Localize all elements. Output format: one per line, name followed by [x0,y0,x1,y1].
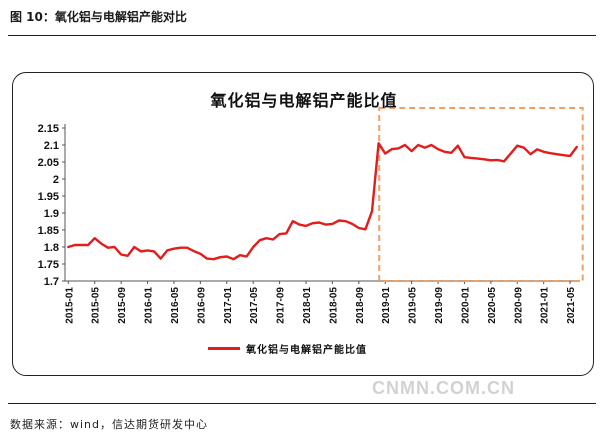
y-tick-label: 1.7 [44,276,59,288]
top-divider [8,35,596,36]
x-tick-label: 2019-05 [408,287,419,324]
y-tick-label: 1.75 [38,259,59,271]
y-tick-label: 2 [53,174,59,186]
chart-title: 氧化铝与电解铝产能比值 [210,91,398,110]
legend-swatch [208,346,240,350]
chart-legend[interactable]: 氧化铝与电解铝产能比值 [208,340,367,356]
y-tick-label: 1.95 [38,191,59,203]
x-tick-label: 2019-01 [381,287,392,324]
x-tick-label: 2017-05 [249,287,260,324]
x-tick-label: 2015-01 [64,287,75,324]
watermark: CNMN.COM.CN [372,378,515,398]
y-tick-label: 2.05 [38,157,59,169]
bottom-divider [8,403,596,404]
x-tick-label: 2015-09 [117,287,128,324]
x-tick-label: 2018-01 [302,287,313,324]
x-tick-label: 2018-05 [328,287,339,324]
legend-label: 氧化铝与电解铝产能比值 [246,344,367,356]
figure-title: 图 10：氧化铝与电解铝产能对比 [10,10,187,24]
y-tick-label: 2.15 [38,123,59,135]
x-tick-label: 2019-09 [434,287,445,324]
series-line [67,142,578,261]
chart-frame: 2.15 2.1 2.05 2 1.95 1.9 1.85 1.8 1.75 1.7 2015-01… [12,72,594,376]
x-tick-label: 2016-01 [144,287,155,324]
x-tick-label: 2021-01 [540,287,551,324]
x-tick-label: 2016-05 [170,287,181,324]
x-tick-label: 2017-01 [223,287,234,324]
figure-header: 图 10：氧化铝与电解铝产能对比 [0,0,602,36]
x-tick-label: 2018-09 [355,287,366,324]
y-tick-label: 2.1 [44,140,59,152]
x-tick-label: 2017-09 [276,287,287,324]
x-tick-label: 2020-09 [513,287,524,324]
source-note: 数据来源：wind，信达期货研发中心 [10,418,209,431]
x-tick-label: 2020-01 [460,287,471,324]
y-tick-label: 1.9 [44,208,59,220]
x-tick-label: 2020-05 [487,287,498,324]
x-tick-label: 2021-05 [566,287,577,324]
x-tick-label: 2015-05 [91,287,102,324]
line-chart: 2.15 2.1 2.05 2 1.95 1.9 1.85 1.8 1.75 1.7 2015-01… [38,107,584,324]
y-tick-label: 1.85 [38,225,59,237]
y-tick-label: 1.8 [44,242,59,254]
highlight-box [378,107,584,282]
x-tick-label: 2016-09 [196,287,207,324]
